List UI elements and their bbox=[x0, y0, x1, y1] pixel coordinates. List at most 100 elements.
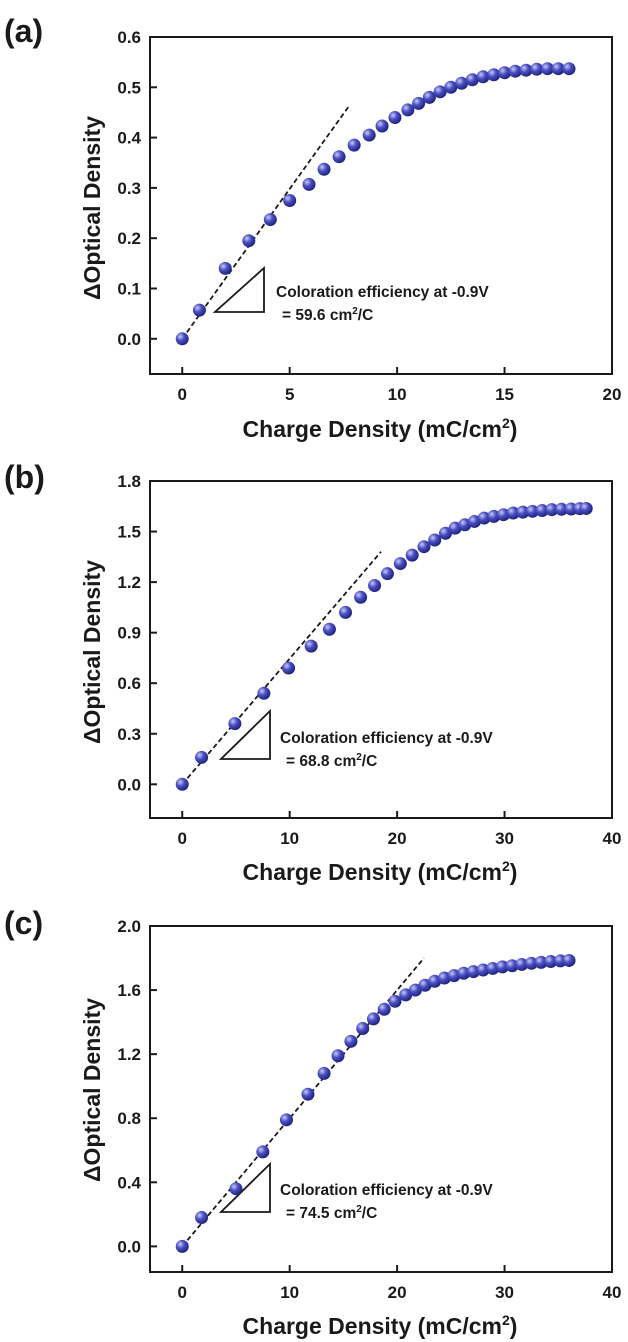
y-tick-label: 0.0 bbox=[117, 330, 141, 349]
panel-a: (a) ΔOptical Density Charge Density (mC/… bbox=[4, 13, 621, 442]
data-point bbox=[195, 750, 209, 764]
data-point bbox=[304, 639, 318, 653]
plot-area: 0 10 20 30 40 0.0 0.3 0.6 0.9 1.2 1.5 1.8 bbox=[117, 472, 621, 848]
panel-c: (c) ΔOptical Density Charge Density (mC/… bbox=[4, 905, 621, 1339]
data-point bbox=[344, 1034, 358, 1048]
data-point bbox=[544, 955, 558, 969]
data-point bbox=[393, 557, 407, 571]
plot-frame bbox=[149, 36, 613, 375]
data-point bbox=[228, 717, 242, 731]
data-point bbox=[562, 953, 576, 967]
data-point bbox=[496, 508, 510, 522]
y-axis-label: ΔOptical Density bbox=[79, 998, 105, 1182]
x-tick-label: 10 bbox=[280, 1283, 299, 1302]
y-tick-label: 0.3 bbox=[117, 725, 141, 744]
data-point bbox=[457, 966, 471, 980]
x-tick-label: 30 bbox=[495, 1283, 514, 1302]
data-point bbox=[388, 110, 402, 124]
data-point bbox=[218, 261, 232, 275]
data-point bbox=[535, 503, 549, 517]
data-point bbox=[555, 502, 569, 516]
x-tick-label: 0 bbox=[177, 1283, 186, 1302]
data-point bbox=[541, 62, 555, 76]
y-tick-label: 1.2 bbox=[117, 1045, 141, 1064]
data-point bbox=[412, 96, 426, 110]
data-point bbox=[356, 1022, 370, 1036]
y-axis-label: ΔOptical Density bbox=[79, 116, 105, 300]
annotation-line1: Coloration efficiency at -0.9V bbox=[280, 1182, 493, 1199]
data-point bbox=[317, 162, 331, 176]
slope-triangle bbox=[218, 1161, 271, 1213]
data-point bbox=[417, 540, 431, 554]
data-point bbox=[401, 103, 415, 117]
data-point bbox=[362, 128, 376, 142]
data-point bbox=[476, 963, 490, 977]
y-tick-label: 0.0 bbox=[117, 775, 141, 794]
data-point bbox=[506, 506, 520, 520]
x-tick-label: 5 bbox=[285, 385, 294, 404]
y-axis-label: ΔOptical Density bbox=[79, 560, 105, 744]
y-tick-label: 0.9 bbox=[117, 624, 141, 643]
data-point bbox=[195, 1211, 209, 1225]
data-point bbox=[301, 1087, 315, 1101]
annotation-line1: Coloration efficiency at -0.9V bbox=[280, 730, 493, 747]
data-point bbox=[399, 988, 413, 1002]
data-point bbox=[486, 961, 500, 975]
data-point bbox=[524, 956, 538, 970]
y-tick-label: 0.0 bbox=[117, 1237, 141, 1256]
x-tick-label: 0 bbox=[177, 385, 186, 404]
y-tick-label: 0.1 bbox=[117, 279, 141, 298]
x-tick-label: 40 bbox=[603, 1283, 622, 1302]
data-point bbox=[516, 505, 530, 519]
y-tick-label: 1.6 bbox=[117, 981, 141, 1000]
data-point bbox=[302, 177, 316, 191]
data-point bbox=[263, 213, 277, 227]
y-tick-label: 0.4 bbox=[117, 1173, 141, 1192]
annotation: Coloration efficiency at -0.9V = 74.5 cm… bbox=[218, 1161, 493, 1222]
y-tick-label: 1.2 bbox=[117, 573, 141, 592]
x-axis-label: Charge Density (mC/cm2) bbox=[243, 415, 518, 442]
data-point bbox=[466, 965, 480, 979]
data-point bbox=[229, 1182, 243, 1196]
x-axis-label: Charge Density (mC/cm2) bbox=[243, 1312, 518, 1339]
data-point bbox=[366, 1012, 380, 1026]
data-point bbox=[405, 548, 419, 562]
x-tick-label: 20 bbox=[388, 829, 407, 848]
data-point bbox=[317, 1066, 331, 1080]
x-tick-label: 30 bbox=[495, 829, 514, 848]
data-point bbox=[339, 605, 353, 619]
fit-line bbox=[181, 957, 425, 1247]
data-point bbox=[375, 119, 389, 133]
data-point bbox=[534, 955, 548, 969]
data-point bbox=[519, 63, 533, 77]
data-point bbox=[175, 1239, 189, 1253]
x-tick-label: 15 bbox=[495, 385, 514, 404]
data-point bbox=[508, 64, 522, 78]
data-point bbox=[279, 1113, 293, 1127]
x-tick-label: 10 bbox=[280, 829, 299, 848]
annotation-line1: Coloration efficiency at -0.9V bbox=[276, 284, 489, 301]
data-point bbox=[368, 578, 382, 592]
data-point bbox=[331, 1049, 345, 1063]
data-point bbox=[455, 76, 469, 90]
data-point bbox=[444, 80, 458, 94]
data-point bbox=[498, 66, 512, 80]
data-point bbox=[428, 533, 442, 547]
y-tick-label: 0.5 bbox=[117, 78, 141, 97]
y-tick-label: 1.8 bbox=[117, 472, 141, 491]
data-point bbox=[562, 62, 576, 76]
data-point bbox=[579, 501, 593, 515]
x-tick-label: 10 bbox=[388, 385, 407, 404]
data-point bbox=[438, 526, 452, 540]
data-point bbox=[476, 70, 490, 84]
annotation-line2: = 68.8 cm2/C bbox=[286, 752, 377, 770]
data-point bbox=[332, 150, 346, 164]
plot-area: 0 10 20 30 40 0.0 0.4 0.8 1.2 1.6 2.0 bbox=[117, 917, 621, 1302]
y-tick-label: 0.3 bbox=[117, 179, 141, 198]
data-point bbox=[388, 994, 402, 1008]
data-point bbox=[175, 777, 189, 791]
y-tick-label: 0.6 bbox=[117, 674, 141, 693]
data-point bbox=[175, 332, 189, 346]
data-point bbox=[433, 85, 447, 99]
y-tick-label: 0.4 bbox=[117, 129, 141, 148]
